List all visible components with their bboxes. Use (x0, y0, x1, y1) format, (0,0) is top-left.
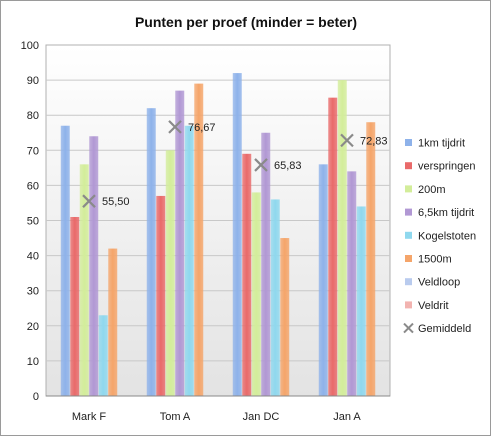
bar-kogelstoten-3 (356, 206, 366, 396)
y-tick-label: 20 (27, 321, 39, 333)
bar-1500m-1 (194, 83, 204, 397)
legend-entry: Gemiddeld (418, 323, 471, 335)
y-tick-label: 0 (33, 391, 39, 403)
legend-average-marker (403, 322, 414, 334)
y-tick-label: 40 (27, 251, 39, 263)
bar-1500m-0 (108, 248, 118, 396)
legend-entry: Kogelstoten (418, 230, 476, 242)
legend-swatch (405, 162, 412, 170)
legend-entry: Veldrit (418, 300, 449, 312)
bars (60, 73, 376, 397)
x-axis: Mark F Tom A Jan DC Jan A (46, 395, 390, 423)
legend-entry: 6,5km tijdrit (418, 207, 474, 219)
bar-1500m-2 (280, 238, 290, 396)
bar-200m-3 (337, 80, 347, 396)
legend-entry: 1500m (418, 254, 452, 266)
y-tick-label: 60 (27, 180, 39, 192)
average-label: 72,83 (360, 135, 388, 147)
bar-verspringen-0 (70, 216, 80, 396)
bar-200m-0 (79, 164, 89, 396)
legend-swatch (405, 278, 412, 286)
legend-swatch (405, 208, 412, 216)
bar-kogelstoten-1 (184, 125, 194, 396)
legend-entry: 200m (418, 184, 446, 196)
legend-entry: Veldloop (418, 277, 460, 289)
y-tick-label: 10 (27, 356, 39, 368)
bar-1km-tijdrit-0 (60, 125, 70, 396)
y-tick-label: 70 (27, 145, 39, 157)
y-tick-label: 100 (21, 40, 39, 52)
chart-title: Punten per proef (minder = beter) (135, 14, 357, 30)
average-marker (340, 133, 354, 148)
average-label: 76,67 (188, 122, 216, 134)
x-category-label: Mark F (72, 411, 107, 423)
bar-verspringen-1 (156, 195, 166, 396)
y-axis: 0 10 20 30 40 50 60 70 80 90 100 (21, 40, 39, 403)
bar-1500m-3 (366, 122, 376, 396)
bar-6-5km-tijdrit-1 (175, 90, 185, 396)
bar-kogelstoten-2 (270, 199, 280, 396)
bar-200m-1 (165, 150, 175, 396)
bar-6-5km-tijdrit-3 (347, 171, 357, 396)
bar-kogelstoten-0 (98, 315, 108, 396)
average-marker (82, 194, 96, 208)
average-markers: 55,50 76,67 65,83 72,83 (82, 120, 388, 208)
bar-200m-2 (251, 192, 261, 396)
legend: 1km tijdrit verspringen 200m 6,5km tijdrit K… (403, 138, 476, 335)
bar-1km-tijdrit-2 (232, 73, 242, 396)
average-marker (168, 120, 182, 134)
x-category-label: Jan A (333, 411, 361, 423)
average-label: 55,50 (102, 196, 130, 208)
legend-entry: verspringen (418, 161, 475, 173)
average-marker (254, 158, 268, 172)
bar-verspringen-2 (242, 153, 252, 396)
legend-swatch (405, 301, 412, 309)
y-tick-label: 50 (27, 216, 39, 228)
legend-swatch (405, 231, 412, 239)
average-label: 65,83 (274, 160, 302, 172)
legend-entry: 1km tijdrit (418, 138, 465, 150)
y-tick-label: 80 (27, 110, 39, 122)
x-category-label: Tom A (160, 411, 191, 423)
bar-1km-tijdrit-1 (146, 108, 156, 397)
legend-swatch (405, 185, 412, 193)
legend-swatch (405, 139, 412, 146)
y-tick-label: 30 (27, 286, 39, 298)
bar-6-5km-tijdrit-2 (261, 132, 271, 396)
y-tick-label: 90 (27, 75, 39, 87)
x-category-label: Jan DC (243, 411, 280, 423)
legend-swatch (405, 255, 412, 262)
bar-6-5km-tijdrit-0 (89, 136, 99, 396)
bar-1km-tijdrit-3 (318, 164, 328, 396)
bar-verspringen-3 (328, 97, 338, 397)
